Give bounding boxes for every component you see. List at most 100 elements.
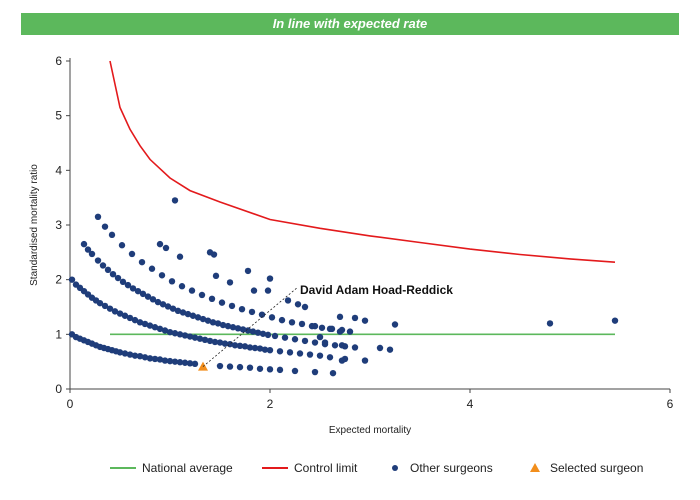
other-surgeons-legend-swatch — [392, 465, 398, 471]
surgeon-point — [101, 223, 109, 230]
surgeon-point — [136, 319, 144, 326]
surgeon-point — [178, 283, 186, 290]
surgeon-point — [204, 317, 212, 324]
surgeon-point — [171, 197, 179, 204]
surgeon-point — [116, 310, 124, 317]
surgeon-point — [268, 314, 276, 321]
surgeon-point — [259, 330, 267, 337]
surgeon-point — [206, 337, 214, 345]
y-axis-label: Standardised mortality ratio — [29, 164, 40, 286]
surgeon-point — [198, 291, 206, 299]
x-axis-label: Expected mortality — [329, 425, 411, 436]
surgeon-point — [174, 307, 182, 315]
surgeon-point — [138, 258, 146, 266]
surgeon-point — [256, 365, 264, 372]
surgeon-point — [271, 332, 279, 340]
surgeon-point — [131, 352, 139, 359]
surgeon-point — [176, 331, 184, 338]
surgeon-point — [99, 262, 107, 269]
surgeon-point — [546, 320, 554, 327]
surgeon-point — [80, 240, 88, 248]
surgeon-point — [258, 311, 266, 318]
surgeon-point — [226, 279, 234, 286]
surgeon-point — [361, 357, 369, 364]
surgeon-point — [241, 343, 249, 350]
surgeon-point — [119, 278, 127, 286]
surgeon-point — [141, 320, 149, 328]
surgeon-point — [264, 287, 272, 294]
surgeon-point — [189, 312, 197, 319]
legend-item: National average — [110, 461, 233, 475]
surgeon-point — [301, 337, 309, 345]
surgeon-point — [211, 338, 219, 346]
surgeon-point — [611, 317, 619, 324]
surgeon-point — [338, 342, 346, 349]
surgeon-point — [278, 316, 286, 324]
surgeon-point — [121, 350, 129, 357]
surgeon-point — [216, 362, 224, 370]
surgeon-point — [161, 357, 169, 364]
x-tick-label: 4 — [467, 397, 474, 411]
surgeon-point — [168, 278, 176, 285]
surgeon-point — [166, 328, 174, 336]
surgeon-point — [191, 360, 199, 368]
surgeon-point — [226, 363, 234, 370]
surgeon-point — [326, 325, 334, 333]
surgeon-point — [316, 352, 324, 359]
y-tick-label: 4 — [55, 163, 62, 177]
surgeon-point — [236, 363, 244, 371]
surgeon-point — [181, 332, 189, 339]
surgeon-point — [199, 315, 207, 323]
surgeon-point — [188, 287, 196, 294]
y-tick-label: 3 — [55, 218, 62, 232]
surgeon-point — [318, 324, 326, 331]
surgeon-point — [244, 327, 252, 334]
legend-label: Other surgeons — [410, 461, 493, 475]
surgeon-point — [126, 351, 134, 358]
surgeon-point — [294, 301, 302, 308]
surgeon-point — [124, 281, 132, 289]
surgeon-point — [186, 333, 194, 340]
surgeon-point — [154, 298, 162, 306]
series-lines — [109, 60, 616, 336]
surgeon-point — [286, 349, 294, 356]
surgeon-point — [246, 364, 254, 371]
surgeon-point — [288, 319, 296, 326]
surgeon-point — [96, 299, 104, 307]
surgeon-point — [236, 342, 244, 350]
status-banner: In line with expected rate — [21, 13, 679, 35]
surgeon-point — [219, 321, 227, 329]
y-tick-label: 0 — [55, 382, 62, 396]
surgeon-point — [179, 309, 187, 316]
surgeon-point — [111, 308, 119, 315]
surgeon-point — [239, 326, 247, 333]
surgeon-point — [68, 276, 76, 283]
surgeon-point — [266, 366, 274, 373]
surgeon-point — [161, 327, 169, 334]
legend-label: Control limit — [294, 461, 358, 475]
surgeon-point — [391, 321, 399, 328]
x-tick-label: 2 — [267, 397, 274, 411]
surgeon-point — [338, 357, 346, 364]
surgeon-point — [298, 320, 306, 328]
surgeon-point — [210, 251, 218, 258]
surgeon-point — [234, 325, 242, 332]
surgeon-point — [116, 349, 124, 356]
surgeon-point — [181, 359, 189, 366]
surgeon-point — [276, 348, 284, 355]
surgeon-point — [248, 308, 256, 316]
surgeon-point — [88, 250, 96, 258]
surgeon-point — [126, 314, 134, 322]
surgeon-point — [201, 336, 209, 343]
surgeon-point — [351, 344, 359, 351]
surgeon-point — [136, 353, 144, 360]
surgeon-point — [149, 296, 157, 303]
surgeon-point — [108, 231, 116, 239]
surgeon-point — [156, 240, 164, 248]
surgeon-point — [191, 334, 199, 341]
surgeon-point — [254, 329, 262, 336]
surgeon-point — [284, 297, 292, 304]
surgeon-point — [146, 355, 154, 362]
surgeon-point — [251, 344, 259, 352]
surgeon-point — [212, 272, 220, 280]
